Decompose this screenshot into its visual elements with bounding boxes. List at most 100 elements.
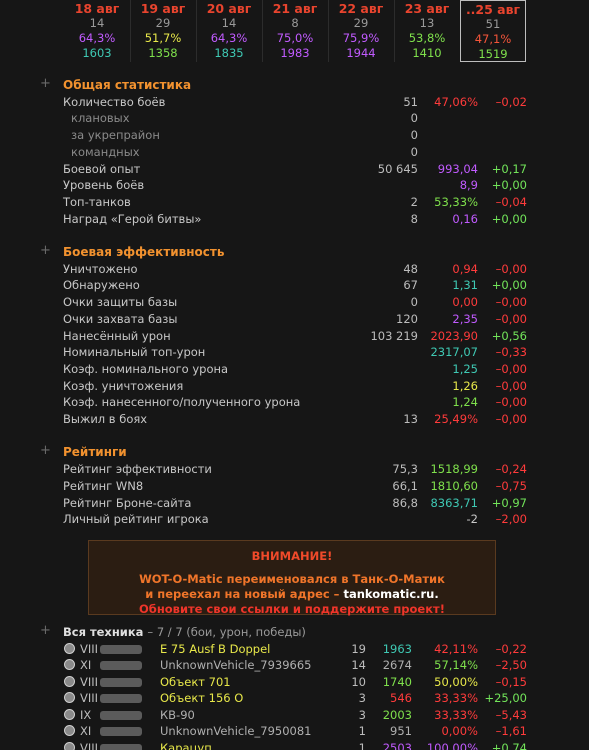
stat-value: 0,00 — [452, 295, 478, 310]
vehicle-damage: 2003 — [382, 707, 412, 722]
vehicle-delta: –0,22 — [495, 641, 527, 656]
notice-link[interactable]: tankomatic.ru. — [343, 587, 439, 601]
day-winrate: 53,8% — [408, 31, 446, 45]
stat-label: Коэф. номинального урона — [63, 361, 229, 376]
stat-label: Очки защиты базы — [63, 295, 178, 310]
vehicle-tier: IX — [80, 707, 92, 722]
vehicle-battles: 19 — [351, 641, 366, 656]
day-date: 20 авг — [206, 1, 252, 16]
vehicle-name: КВ-90 — [160, 707, 195, 722]
day-column: 22 авг 29 75,9% 1944 — [328, 0, 395, 62]
day-winrate: 75,0% — [276, 31, 314, 45]
day-winrate: 51,7% — [144, 31, 182, 45]
day-winrate: 47,1% — [474, 32, 512, 46]
day-date: ..25 авг — [465, 2, 521, 17]
tier-icon — [64, 642, 75, 654]
vehicle-tier: VIII — [80, 641, 99, 656]
expand-icon[interactable]: + — [40, 443, 51, 459]
stat-delta: +0,00 — [491, 211, 527, 226]
vehicle-delta: –2,50 — [495, 658, 527, 672]
stat-count: 0 — [410, 128, 418, 143]
vehicle-damage: 1963 — [382, 641, 412, 656]
vehicle-damage: 2503 — [382, 740, 412, 750]
vehicle-delta: –0,15 — [495, 674, 527, 689]
day-winrate: 64,3% — [210, 31, 248, 45]
expand-icon[interactable]: + — [40, 76, 51, 91]
vehicles-title: Вся техника — [63, 625, 144, 639]
day-date: 23 авг — [404, 1, 450, 16]
stat-count: 0 — [410, 295, 418, 310]
stat-delta: –2,00 — [495, 512, 527, 527]
stat-delta: +0,00 — [491, 178, 527, 193]
stat-count: 67 — [403, 278, 418, 293]
stat-label: Уничтожено — [63, 261, 138, 276]
vehicle-battles: 10 — [351, 674, 366, 689]
notice-box: ВНИМАНИЕ! WOT-O-Matic переименовался в Т… — [88, 540, 496, 616]
stat-delta: –0,04 — [495, 194, 527, 209]
stat-label: Личный рейтинг игрока — [63, 512, 209, 527]
stat-label: Уровень боёв — [63, 178, 145, 193]
day-rating: 1835 — [214, 46, 244, 60]
vehicle-image — [100, 743, 142, 750]
stat-value: 8363,71 — [430, 495, 478, 510]
stat-label: Боевой опыт — [63, 161, 141, 176]
tier-icon — [64, 675, 75, 687]
stat-label: за укрепрайон — [71, 128, 160, 143]
stat-delta: –0,00 — [495, 261, 527, 276]
day-battles: 8 — [291, 16, 299, 30]
stat-value: 2,35 — [452, 311, 478, 326]
vehicle-battles: 14 — [351, 658, 366, 672]
day-date: 18 авг — [74, 1, 120, 16]
day-date: 19 авг — [140, 1, 186, 16]
stat-value: 53,33% — [434, 194, 478, 209]
vehicles-subtitle: – 7 / 7 (бои, урон, победы) — [147, 625, 306, 639]
day-column: 19 авг 29 51,7% 1358 — [130, 0, 197, 62]
stat-count: 86,8 — [392, 495, 418, 510]
stat-label: командных — [71, 144, 140, 159]
vehicle-battles: 3 — [358, 707, 366, 722]
stat-count: 13 — [403, 412, 418, 426]
vehicle-battles: 3 — [358, 691, 366, 705]
vehicle-winrate: 50,00% — [434, 674, 478, 689]
vehicle-name: UnknownVehicle_7939665 — [160, 658, 312, 672]
expand-icon[interactable]: + — [40, 243, 51, 258]
day-battles: 29 — [155, 16, 171, 30]
stat-delta: –0,00 — [495, 412, 527, 426]
stat-value: -2 — [466, 512, 478, 527]
tier-icon — [64, 725, 75, 736]
stat-delta: –0,00 — [495, 311, 527, 326]
stat-delta: +0,17 — [491, 161, 527, 176]
stat-label: Обнаружено — [63, 278, 140, 293]
stat-delta: +0,00 — [491, 278, 527, 293]
vehicle-battles: 1 — [358, 740, 366, 750]
vehicle-damage: 2674 — [382, 658, 412, 672]
stat-delta: +0,97 — [491, 495, 527, 510]
vehicle-delta: +25,00 — [484, 691, 527, 705]
stat-count: 0 — [410, 144, 418, 159]
stat-delta: +0,56 — [491, 328, 527, 343]
vehicle-image — [100, 694, 142, 703]
vehicle-image — [100, 727, 142, 736]
vehicle-tier: XI — [80, 658, 92, 672]
stat-delta: –0,00 — [495, 361, 527, 376]
stat-label: Коэф. уничтожения — [63, 378, 184, 393]
stat-label: Выжил в боях — [63, 412, 148, 426]
vehicle-damage: 546 — [390, 691, 412, 705]
stat-count: 8 — [410, 211, 418, 226]
stat-value: 0,16 — [452, 211, 478, 226]
day-rating: 1603 — [82, 46, 112, 60]
notice-text: и переехал на новый адрес – — [145, 587, 340, 601]
day-winrate: 64,3% — [78, 31, 116, 45]
stat-value: 1810,60 — [430, 478, 478, 493]
day-battles: 29 — [353, 16, 369, 30]
vehicle-name: UnknownVehicle_7950081 — [160, 724, 312, 738]
day-rating: 1358 — [148, 46, 178, 60]
tier-icon — [64, 659, 75, 670]
expand-icon[interactable]: + — [40, 623, 51, 638]
day-battles: 14 — [89, 16, 105, 30]
day-column: 20 авг 14 64,3% 1835 — [196, 0, 263, 62]
vehicle-winrate: 57,14% — [434, 658, 478, 672]
day-battles: 51 — [485, 17, 501, 31]
vehicle-winrate: 33,33% — [434, 691, 478, 705]
stat-label: Количество боёв — [63, 94, 166, 109]
